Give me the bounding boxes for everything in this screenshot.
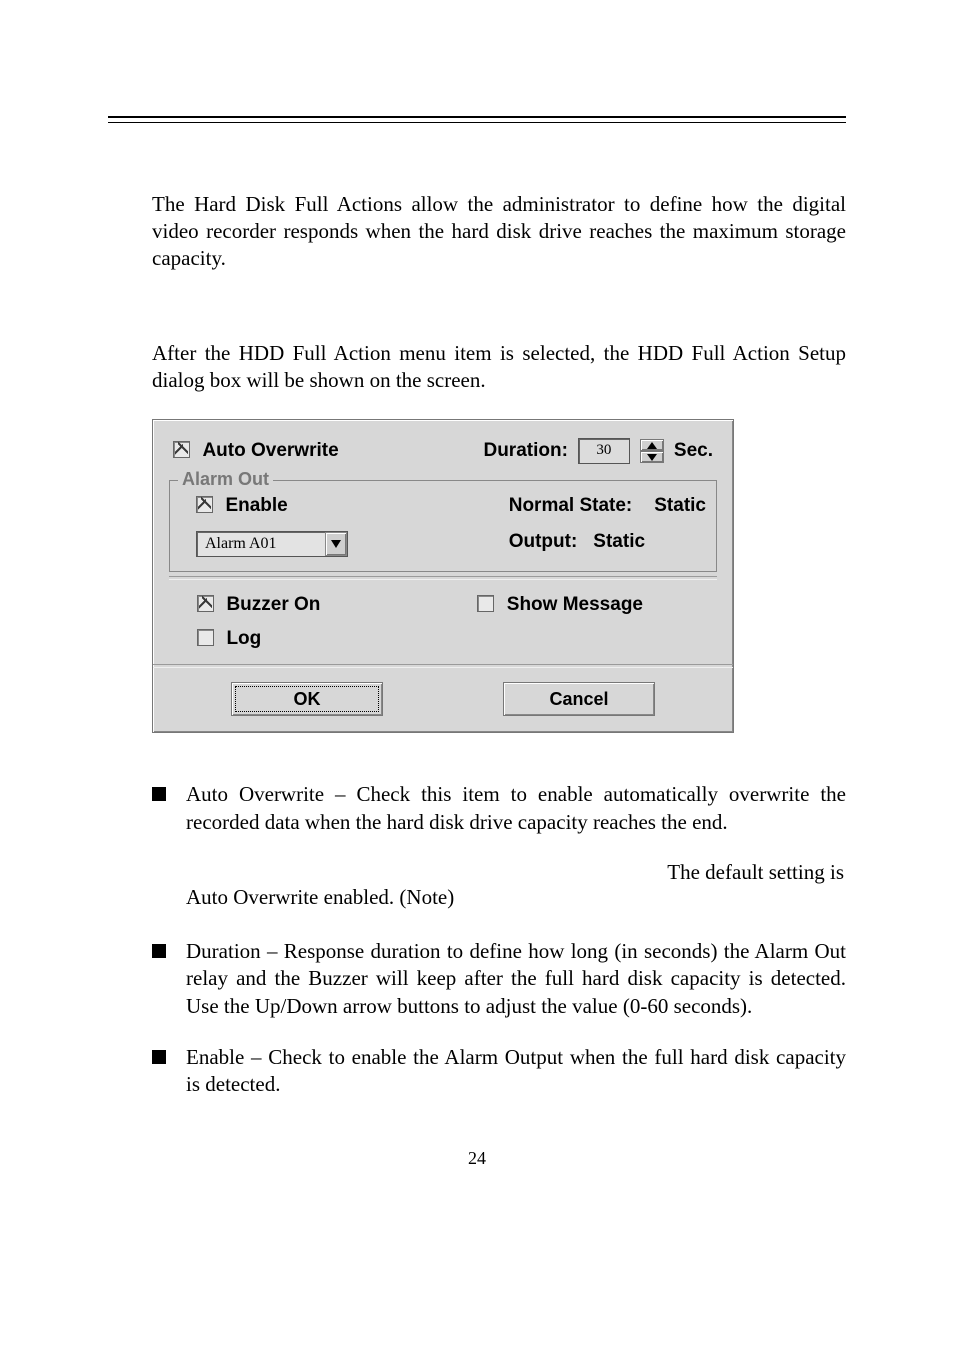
show-message-label: Show Message <box>507 594 643 615</box>
header-rule <box>108 116 846 123</box>
alarm-enable-label: Enable <box>225 495 287 516</box>
alarm-out-legend: Alarm Out <box>178 469 273 490</box>
cancel-button[interactable]: Cancel <box>503 682 655 716</box>
bullet-auto-overwrite: Auto Overwrite – Check this item to enab… <box>152 781 846 836</box>
show-message-checkbox[interactable] <box>477 595 494 612</box>
alarm-enable-checkbox[interactable] <box>196 496 213 513</box>
default-setting-note: The default setting is Auto Overwrite en… <box>108 860 846 910</box>
auto-overwrite-checkbox[interactable] <box>173 441 190 458</box>
alarm-selector-value: Alarm A01 <box>197 535 325 553</box>
ok-button[interactable]: OK <box>231 682 383 716</box>
output-value: Static <box>593 531 645 553</box>
duration-up-button[interactable] <box>640 439 664 451</box>
bullet-duration: Duration – Response duration to define h… <box>152 938 846 1020</box>
bullet-enable: Enable – Check to enable the Alarm Outpu… <box>152 1044 846 1099</box>
auto-overwrite-label: Auto Overwrite <box>202 440 338 461</box>
log-label: Log <box>226 628 261 649</box>
alarm-selector[interactable]: Alarm A01 <box>196 531 348 557</box>
duration-unit: Sec. <box>674 440 713 462</box>
log-checkbox[interactable] <box>197 629 214 646</box>
intro-para-2: After the HDD Full Action menu item is s… <box>152 340 846 394</box>
buzzer-on-checkbox[interactable] <box>197 595 214 612</box>
alarm-out-group: Alarm Out Enable Alarm A01 <box>169 480 717 572</box>
normal-state-value: Static <box>654 495 706 517</box>
normal-state-label: Normal State: <box>509 495 633 517</box>
alarm-selector-dropdown-icon[interactable] <box>325 532 347 556</box>
page-number: 24 <box>108 1148 846 1169</box>
duration-label: Duration: <box>483 440 567 462</box>
duration-down-button[interactable] <box>640 451 664 463</box>
duration-value[interactable]: 30 <box>578 438 630 464</box>
hdd-full-action-dialog: Auto Overwrite Duration: 30 Sec. Ala <box>152 419 734 733</box>
output-label: Output: <box>509 531 578 553</box>
intro-para-1: The Hard Disk Full Actions allow the adm… <box>152 191 846 272</box>
buzzer-on-label: Buzzer On <box>226 594 320 615</box>
